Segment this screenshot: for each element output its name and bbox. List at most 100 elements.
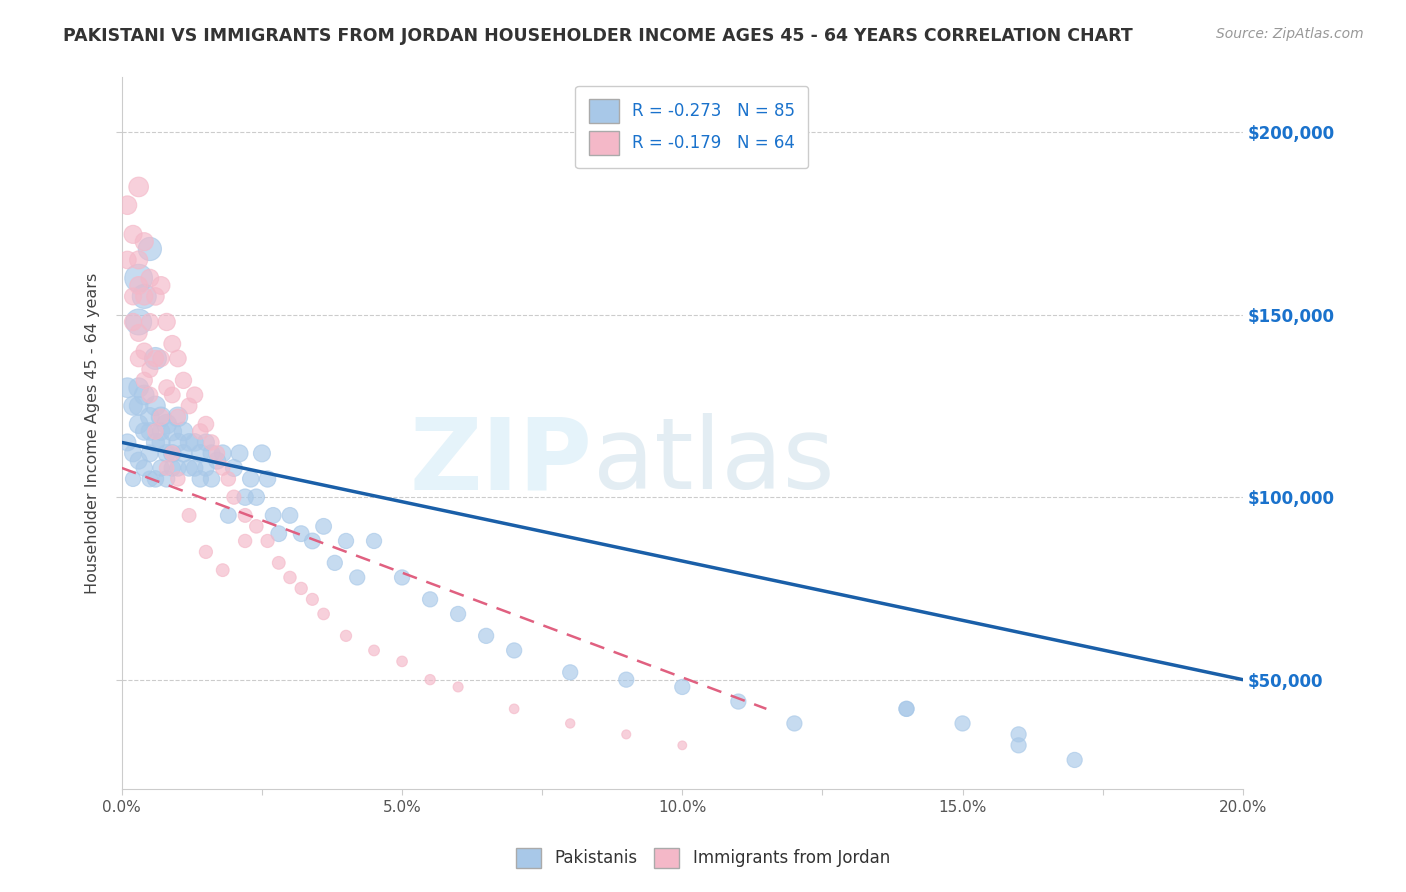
Point (188, 446, 211, 460)
Point (952, 716, 974, 731)
Point (134, 344, 156, 359)
Point (233, 508, 256, 523)
Point (447, 680, 470, 694)
Point (503, 702, 526, 716)
Point (150, 425, 173, 439)
Point (614, 673, 637, 687)
Point (162, 446, 184, 460)
Y-axis label: Householder Income Ages 45 - 64 years: Householder Income Ages 45 - 64 years (86, 273, 100, 594)
Point (614, 727, 637, 741)
Point (222, 490, 245, 504)
Point (245, 490, 267, 504)
Text: PAKISTANI VS IMMIGRANTS FROM JORDAN HOUSEHOLDER INCOME AGES 45 - 64 YEARS CORREL: PAKISTANI VS IMMIGRANTS FROM JORDAN HOUS… (63, 27, 1133, 45)
Point (139, 271, 162, 285)
Point (156, 315, 179, 329)
Point (156, 472, 179, 486)
Point (278, 508, 301, 523)
Point (128, 326, 150, 340)
Point (156, 381, 179, 395)
Point (503, 643, 526, 657)
Point (117, 198, 139, 212)
Legend: R = -0.273   N = 85, R = -0.179   N = 64: R = -0.273 N = 85, R = -0.179 N = 64 (575, 86, 808, 168)
Point (211, 446, 233, 460)
Point (363, 533, 385, 548)
Point (183, 388, 205, 402)
Point (139, 472, 162, 486)
Point (391, 654, 413, 668)
Point (335, 629, 357, 643)
Point (228, 446, 250, 460)
Point (211, 461, 233, 475)
Point (217, 472, 239, 486)
Point (419, 592, 441, 607)
Point (391, 570, 413, 584)
Point (233, 490, 256, 504)
Point (167, 472, 190, 486)
Point (134, 373, 156, 387)
Point (177, 508, 200, 523)
Point (128, 351, 150, 366)
Point (896, 702, 918, 716)
Point (194, 417, 217, 432)
Point (122, 472, 145, 486)
Point (128, 252, 150, 267)
Point (172, 373, 194, 387)
Point (156, 461, 179, 475)
Point (183, 435, 205, 450)
Point (128, 399, 150, 413)
Text: Source: ZipAtlas.com: Source: ZipAtlas.com (1216, 27, 1364, 41)
Point (117, 435, 139, 450)
Point (194, 461, 217, 475)
Point (128, 271, 150, 285)
Point (177, 461, 200, 475)
Point (162, 388, 184, 402)
Point (233, 533, 256, 548)
Point (162, 446, 184, 460)
Point (156, 417, 179, 432)
Point (134, 388, 156, 402)
Point (301, 592, 323, 607)
Point (122, 315, 145, 329)
Point (122, 446, 145, 460)
Point (150, 461, 173, 475)
Point (167, 461, 190, 475)
Point (896, 702, 918, 716)
Point (134, 461, 156, 475)
Point (139, 425, 162, 439)
Point (167, 351, 190, 366)
Point (200, 435, 222, 450)
Point (447, 607, 470, 621)
Point (134, 425, 156, 439)
Point (139, 242, 162, 256)
Point (122, 289, 145, 303)
Point (162, 425, 184, 439)
Point (128, 180, 150, 194)
Point (145, 351, 167, 366)
Point (128, 453, 150, 467)
Point (150, 351, 173, 366)
Point (139, 362, 162, 376)
Point (783, 716, 806, 731)
Point (139, 388, 162, 402)
Point (194, 435, 217, 450)
Point (217, 508, 239, 523)
Point (262, 508, 284, 523)
Point (150, 278, 173, 293)
Point (150, 435, 173, 450)
Point (150, 409, 173, 424)
Point (290, 582, 312, 596)
Point (290, 526, 312, 541)
Point (671, 739, 693, 753)
Point (134, 289, 156, 303)
Point (134, 289, 156, 303)
Point (128, 381, 150, 395)
Point (183, 461, 205, 475)
Point (560, 665, 582, 680)
Point (172, 446, 194, 460)
Point (156, 446, 179, 460)
Point (205, 453, 228, 467)
Point (150, 409, 173, 424)
Point (134, 235, 156, 249)
Point (560, 716, 582, 731)
Point (145, 472, 167, 486)
